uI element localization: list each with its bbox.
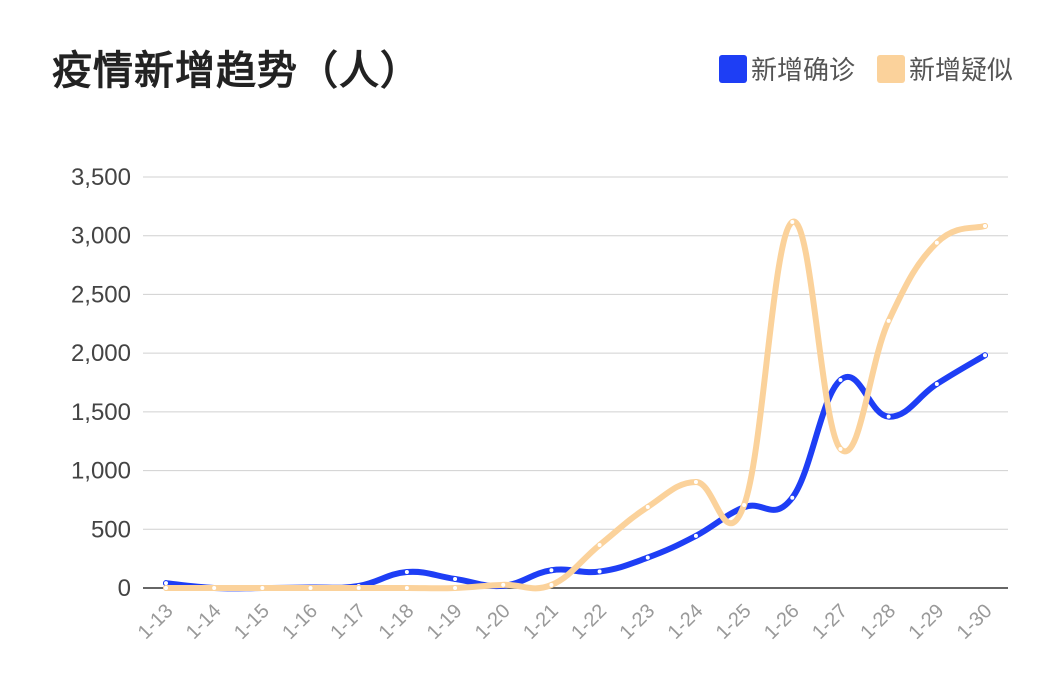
x-tick-label: 1-30: [953, 600, 997, 644]
x-tick-label: 1-21: [519, 600, 563, 644]
chart-title: 疫情新增趋势（人）: [52, 48, 421, 94]
legend-item-suspected[interactable]: 新增疑似: [876, 50, 1013, 87]
x-tick-label: 1-20: [471, 600, 515, 644]
legend-label: 新增确诊: [750, 56, 855, 86]
data-point[interactable]: [837, 445, 844, 452]
data-point[interactable]: [789, 494, 796, 501]
y-tick-label: 1,500: [71, 399, 131, 426]
grid-lines: [143, 176, 1008, 589]
y-tick-label: 2,000: [71, 340, 131, 367]
data-point[interactable]: [403, 585, 410, 591]
data-point[interactable]: [885, 413, 892, 420]
data-point[interactable]: [500, 581, 507, 588]
data-point[interactable]: [982, 352, 988, 359]
confirmed-swatch-icon: [718, 54, 747, 83]
x-tick-label: 1-27: [808, 600, 852, 644]
y-axis: 0 500 1,000 1,500 2,000 2,500 3,000 3,500: [71, 164, 131, 602]
x-tick-label: 1-13: [134, 600, 178, 644]
data-point[interactable]: [789, 218, 796, 225]
x-tick-label: 1-25: [712, 600, 756, 644]
data-point[interactable]: [933, 239, 940, 246]
data-point[interactable]: [259, 585, 266, 591]
x-tick-label: 1-28: [856, 600, 900, 644]
x-tick-label: 1-29: [904, 600, 948, 644]
y-tick-label: 500: [91, 516, 131, 543]
suspected-line: [163, 218, 988, 592]
data-point[interactable]: [163, 580, 169, 587]
data-point[interactable]: [403, 569, 410, 576]
data-point[interactable]: [211, 585, 218, 591]
data-point[interactable]: [692, 478, 699, 485]
x-tick-label: 1-17: [326, 600, 370, 644]
suspected-swatch-icon: [876, 54, 905, 83]
data-point[interactable]: [355, 585, 362, 591]
data-point[interactable]: [933, 381, 940, 388]
legend-item-confirmed[interactable]: 新增确诊: [718, 50, 855, 87]
y-tick-label: 1,000: [71, 458, 131, 485]
data-point[interactable]: [982, 222, 988, 229]
data-point[interactable]: [837, 377, 844, 384]
data-point[interactable]: [163, 585, 169, 591]
x-tick-label: 1-26: [760, 600, 804, 644]
x-tick-label: 1-19: [423, 600, 467, 644]
data-point[interactable]: [548, 567, 555, 574]
data-point[interactable]: [885, 317, 892, 324]
x-tick-label: 1-22: [567, 600, 611, 644]
legend: 新增确诊 新增疑似: [718, 50, 1013, 87]
series-lines: [163, 218, 988, 592]
data-point[interactable]: [452, 585, 459, 591]
data-point[interactable]: [307, 585, 314, 591]
data-point[interactable]: [741, 501, 748, 508]
data-point[interactable]: [596, 542, 603, 549]
data-point[interactable]: [596, 568, 603, 575]
x-tick-label: 1-14: [182, 600, 226, 644]
data-point[interactable]: [692, 532, 699, 539]
x-tick-label: 1-16: [278, 600, 322, 644]
x-tick-label: 1-15: [230, 600, 274, 644]
x-axis: 1-13 1-14 1-15 1-16 1-17 1-18 1-19 1-20 1-21 1-22…: [134, 600, 997, 644]
data-point[interactable]: [548, 581, 555, 588]
x-tick-label: 1-23: [615, 600, 659, 644]
data-point[interactable]: [452, 575, 459, 582]
x-tick-label: 1-24: [664, 600, 708, 644]
data-point[interactable]: [644, 554, 651, 561]
y-tick-label: 3,000: [71, 223, 131, 250]
x-tick-label: 1-18: [375, 600, 419, 644]
y-tick-label: 0: [118, 575, 131, 602]
legend-label: 新增疑似: [908, 56, 1013, 86]
y-tick-label: 2,500: [71, 281, 131, 308]
data-point[interactable]: [644, 503, 651, 510]
y-tick-label: 3,500: [71, 164, 131, 191]
confirmed-line: [163, 352, 988, 592]
